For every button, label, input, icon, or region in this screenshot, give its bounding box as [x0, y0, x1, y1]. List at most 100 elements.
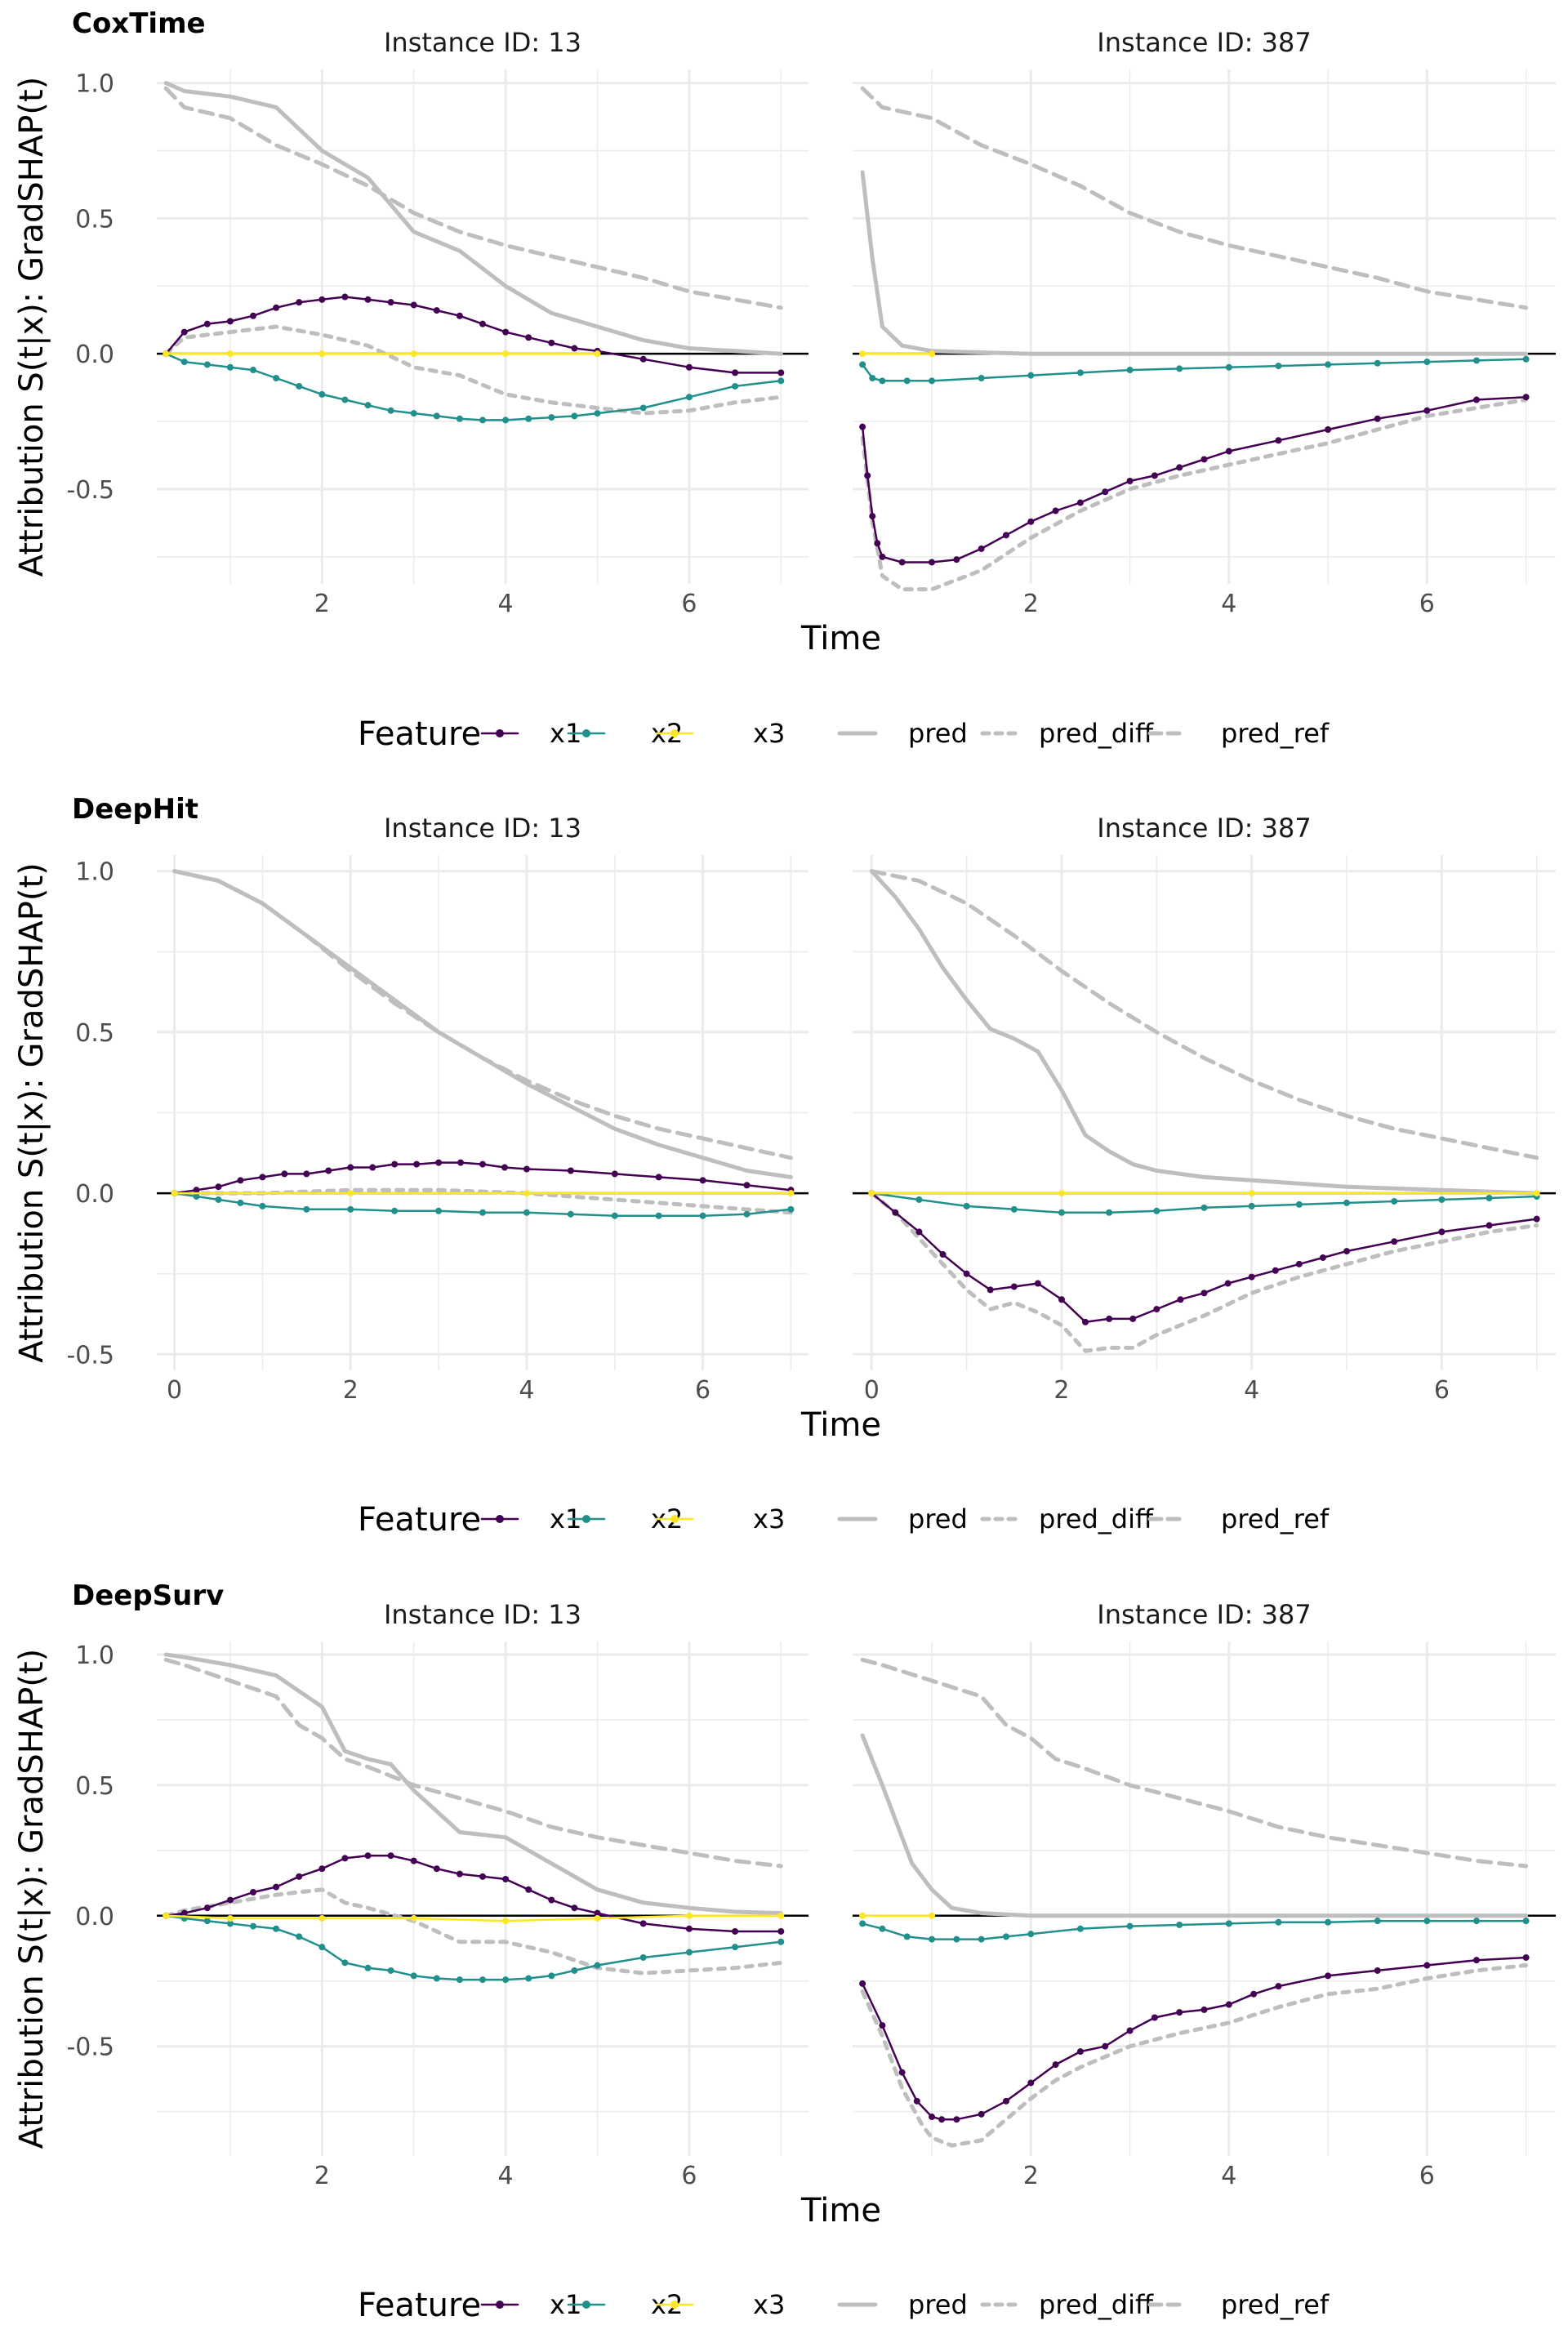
data-point-x2	[1486, 1195, 1493, 1202]
data-point-x3	[502, 350, 510, 358]
data-point-x2	[502, 416, 510, 424]
series-line-pred	[163, 1652, 783, 1916]
series-x3	[859, 1912, 936, 1919]
data-point-x2	[685, 394, 693, 401]
data-point-x2	[1248, 1202, 1255, 1209]
y-tick-label: 1.0	[75, 70, 114, 99]
data-point-x1	[1102, 2042, 1109, 2050]
data-point-x1	[237, 1177, 244, 1184]
series-x3	[859, 350, 936, 358]
x-tick-label: 0	[864, 1376, 880, 1405]
legend-key-point-x1	[496, 729, 504, 737]
chart-title: CoxTime	[72, 7, 206, 40]
y-tick-label: 0.5	[75, 1772, 114, 1801]
data-point-x1	[1177, 1296, 1184, 1303]
legend-title: Feature	[358, 1501, 481, 1539]
y-tick-label: -0.5	[66, 1341, 114, 1370]
legend-item-pred: pred	[837, 2289, 968, 2320]
data-point-x2	[341, 396, 349, 403]
data-point-x1	[193, 1187, 200, 1194]
series-line-pred_ref	[163, 1657, 783, 1869]
chart-deephit: DeepHit Attribution S(t|x): GradSHAP(t) Ti…	[13, 793, 1556, 1539]
legend-item-pred: pred	[837, 1503, 968, 1535]
data-point-x1	[1034, 1280, 1041, 1287]
data-point-x1	[1248, 1273, 1255, 1281]
data-point-x2	[929, 377, 936, 385]
series-x3	[171, 1190, 795, 1197]
data-point-x1	[369, 1164, 376, 1171]
x-tick-label: 4	[498, 2162, 514, 2190]
data-point-x1	[525, 1886, 532, 1893]
facet-label: Instance ID: 387	[1097, 813, 1311, 844]
series-pred_ref	[860, 1657, 1529, 1869]
x-tick-label: 6	[681, 590, 697, 618]
data-point-x1	[879, 2022, 886, 2029]
data-point-x2	[732, 1944, 739, 1951]
data-point-x1	[685, 363, 693, 371]
data-point-x2	[732, 382, 739, 390]
data-point-x1	[1126, 2027, 1134, 2034]
legend-item-pred_ref: pred_ref	[1147, 2289, 1330, 2320]
series-line-pred_diff	[869, 1191, 1539, 1353]
data-point-x2	[364, 402, 372, 409]
data-point-x2	[193, 1193, 200, 1200]
data-point-x1	[1076, 2048, 1084, 2056]
data-point-x1	[296, 299, 303, 306]
data-point-x2	[1325, 1918, 1332, 1926]
data-point-x3	[410, 350, 417, 358]
data-point-x1	[639, 1920, 647, 1927]
data-point-x2	[259, 1202, 266, 1209]
data-point-x1	[215, 1183, 222, 1191]
data-point-x1	[203, 320, 211, 327]
legend-label-x3: x3	[753, 718, 785, 749]
data-point-x2	[571, 412, 578, 420]
data-point-x2	[1374, 359, 1381, 367]
data-point-x2	[1423, 1918, 1431, 1925]
y-axis-label: Attribution S(t|x): GradSHAP(t)	[13, 862, 51, 1362]
data-point-x1	[1438, 1228, 1446, 1236]
data-point-x2	[903, 377, 911, 385]
series-line-pred_ref	[860, 86, 1529, 310]
y-tick-label: 0.0	[75, 1180, 114, 1209]
data-point-x1	[929, 559, 936, 566]
series-x1	[868, 1190, 1540, 1325]
data-point-x2	[1076, 1925, 1084, 1932]
data-point-x1	[273, 304, 280, 311]
data-point-x2	[963, 1202, 970, 1209]
data-point-x1	[1027, 2079, 1035, 2087]
legend-item-x1: x1	[480, 2289, 581, 2320]
data-point-x3	[410, 1914, 417, 1922]
series-pred_ref	[869, 869, 1539, 1160]
data-point-x1	[1225, 2001, 1232, 2008]
panel-1: Instance ID: 13 2 4 6	[157, 1599, 808, 2190]
data-point-x1	[502, 1876, 510, 1883]
data-point-x1	[433, 1865, 440, 1873]
data-point-x2	[456, 415, 463, 422]
data-point-x1	[953, 556, 960, 564]
data-point-x2	[903, 1933, 911, 1940]
series-line-x2	[164, 352, 782, 421]
data-point-x2	[1002, 1933, 1009, 1940]
data-point-x3	[859, 1912, 866, 1919]
data-point-x1	[743, 1182, 751, 1189]
data-point-x2	[1295, 1200, 1303, 1208]
legend: Feature x1 x2 x3 pred pred_diff pred_ref	[358, 2287, 1330, 2324]
data-point-x2	[237, 1199, 244, 1206]
x-tick-label: 2	[1023, 2162, 1039, 2190]
x-tick-label: 6	[1419, 2162, 1435, 2190]
data-point-x1	[1272, 1267, 1279, 1274]
data-point-x1	[1106, 1315, 1113, 1322]
y-tick-label: 0.0	[75, 341, 114, 369]
legend-label-pred_diff: pred_diff	[1039, 2289, 1154, 2320]
data-point-x3	[163, 350, 170, 358]
y-tick-label: 0.0	[75, 1903, 114, 1931]
data-point-x2	[571, 1967, 578, 1974]
legend-item-pred: pred	[837, 718, 968, 749]
gridlines	[853, 69, 1556, 584]
data-point-x2	[594, 410, 601, 417]
data-point-x2	[929, 1936, 936, 1943]
data-point-x1	[1010, 1283, 1018, 1290]
data-point-x1	[548, 1896, 555, 1904]
x-tick-label: 6	[695, 1376, 710, 1405]
data-point-x1	[777, 369, 785, 376]
